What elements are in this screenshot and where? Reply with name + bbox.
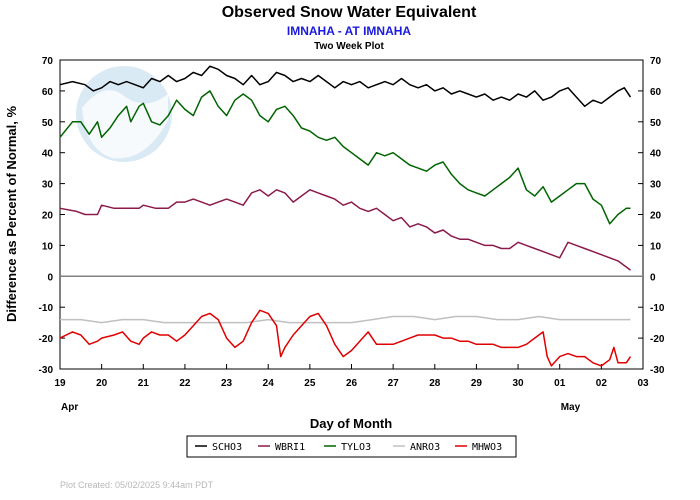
- x-tick-label: 19: [54, 378, 66, 389]
- chart-subtitle: IMNAHA - AT IMNAHA: [287, 24, 412, 38]
- y-tick-label: 30: [650, 180, 662, 191]
- series-line-tylo3: [59, 90, 631, 225]
- y-tick-label: 40: [42, 149, 54, 160]
- x-tick-label: 21: [138, 378, 150, 389]
- x-tick-label: 03: [637, 378, 649, 389]
- legend-label-anro3: ANRO3: [410, 442, 440, 453]
- y-tick-label: 0: [650, 272, 656, 283]
- series-line-wbri1: [59, 189, 631, 271]
- x-axis: 19 20 21 22 23 24 25 26 27 28 29 30 01 02 03: [54, 364, 649, 389]
- chart-title: Observed Snow Water Equivalent: [222, 4, 477, 21]
- x-tick-label: 01: [554, 378, 566, 389]
- y-tick-label: 10: [650, 241, 662, 252]
- legend: SCHO3 WBRI1 TYLO3 ANRO3 MHWO3: [186, 435, 517, 458]
- series-line-scho3: [59, 65, 632, 108]
- y-tick-label: 20: [650, 211, 662, 222]
- series-line-mhwo3: [59, 309, 632, 367]
- legend-label-mhwo3: MHWO3: [472, 442, 502, 453]
- y-tick-label: 0: [47, 272, 53, 283]
- legend-label-scho3: SCHO3: [212, 442, 242, 453]
- y-tick-label: 50: [42, 118, 54, 129]
- x-tick-label: 20: [96, 378, 108, 389]
- y-tick-label: 70: [650, 56, 662, 67]
- y-tick-label: -10: [650, 303, 665, 314]
- month-label: May: [561, 402, 581, 413]
- chart-subtitle-2: Two Week Plot: [314, 41, 384, 52]
- y-tick-label: 50: [650, 118, 662, 129]
- series-line-anro3: [60, 315, 631, 324]
- legend-box: [186, 435, 517, 458]
- y-tick-label: 60: [42, 87, 54, 98]
- x-tick-label: 25: [304, 378, 316, 389]
- y-axis-label: Difference as Percent of Normal, %: [4, 106, 19, 322]
- y-tick-label: 10: [42, 241, 54, 252]
- y-tick-label: -30: [650, 365, 665, 376]
- legend-label-tylo3: TYLO3: [341, 442, 371, 453]
- x-tick-label: 02: [596, 378, 608, 389]
- plot-created-footer: Plot Created: 05/02/2025 9:44am PDT: [60, 480, 214, 490]
- y-tick-label: -30: [39, 365, 54, 376]
- x-tick-label: 28: [429, 378, 441, 389]
- y-tick-label: 60: [650, 87, 662, 98]
- x-tick-label: 24: [263, 378, 275, 389]
- x-tick-label: 29: [471, 378, 483, 389]
- series-lines: [59, 65, 632, 367]
- y-tick-label: 20: [42, 211, 54, 222]
- x-tick-label: 23: [221, 378, 233, 389]
- y-tick-label: 30: [42, 180, 54, 191]
- month-labels: Apr May: [61, 402, 581, 413]
- y-tick-label: 70: [42, 56, 54, 67]
- y-tick-label: -20: [39, 334, 54, 345]
- y-axis-left: 70 60 50 40 30 20 10 0 -10 -20 -30: [39, 56, 65, 376]
- x-tick-label: 22: [179, 378, 191, 389]
- y-axis-right: 70 60 50 40 30 20 10 0 -10 -20 -30: [638, 56, 665, 376]
- y-tick-label: -20: [650, 334, 665, 345]
- x-tick-label: 26: [346, 378, 358, 389]
- x-tick-label: 30: [513, 378, 525, 389]
- y-tick-label: 40: [650, 149, 662, 160]
- x-tick-label: 27: [388, 378, 400, 389]
- x-axis-label: Day of Month: [310, 416, 392, 431]
- legend-label-wbri1: WBRI1: [275, 442, 305, 453]
- month-label: Apr: [61, 402, 78, 413]
- noaa-watermark-logo: [76, 66, 172, 162]
- y-tick-label: -10: [39, 303, 54, 314]
